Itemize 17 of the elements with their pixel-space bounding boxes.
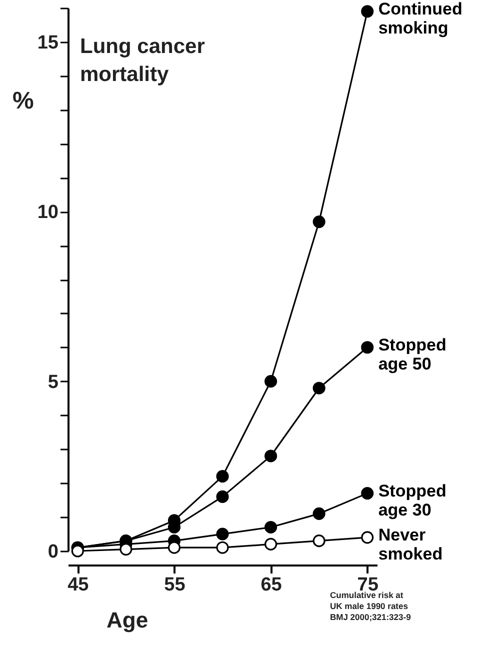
x-tick-label: 65 [260, 574, 282, 596]
x-tick-label: 45 [68, 574, 90, 596]
series-label: Stopped age 50 [378, 335, 446, 374]
y-tick-label: 0 [48, 542, 58, 562]
y-tick-label: 10 [37, 202, 58, 224]
y-tick-label: 15 [37, 32, 59, 54]
x-tick-label: 55 [164, 574, 186, 596]
text: UK male 1990 rates [330, 601, 408, 611]
text: BMJ 2000;321:323-9 [330, 612, 412, 622]
x-axis-title: Age [106, 608, 148, 632]
text: Lung cancer mortality [80, 35, 205, 86]
y-tick-label: 5 [48, 372, 59, 393]
text: Cumulative risk at [330, 590, 404, 600]
series-label: Stopped age 30 [378, 481, 446, 520]
series-label: Never smoked [378, 525, 443, 564]
y-axis-title: % [12, 88, 34, 114]
series-label: Continued smoking [378, 0, 462, 38]
